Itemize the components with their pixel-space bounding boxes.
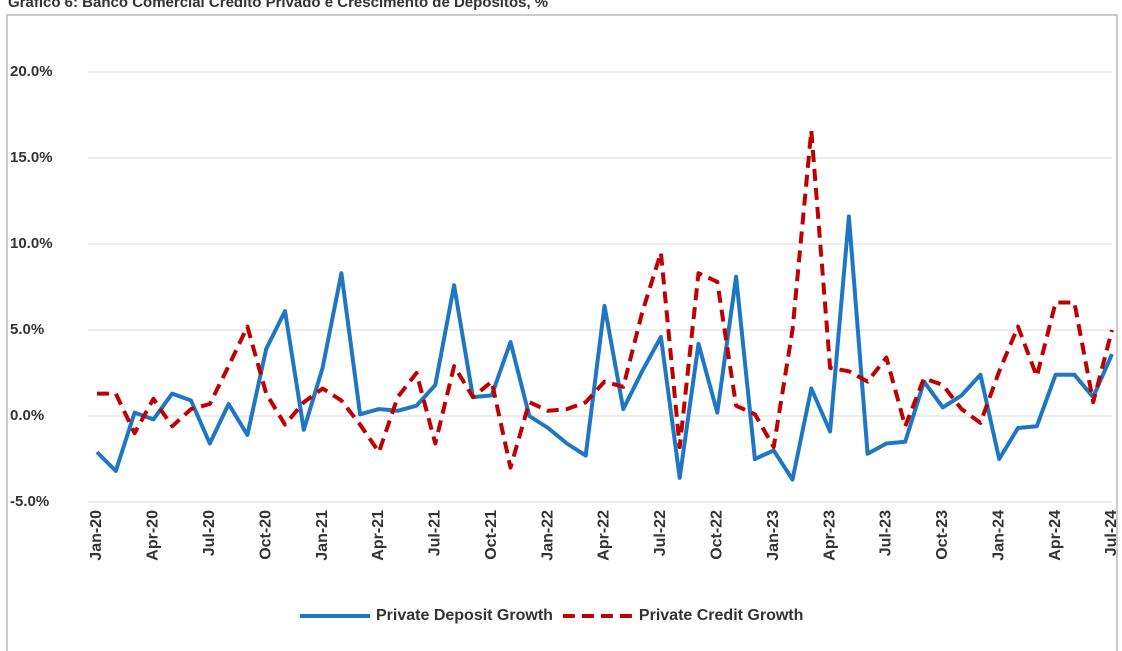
- y-tick-label: 0.0%: [10, 407, 44, 424]
- x-tick-label: Apr-22: [596, 510, 613, 561]
- legend-label: Private Deposit Growth: [376, 607, 553, 624]
- x-tick-label: Apr-20: [145, 510, 162, 561]
- x-tick-label: Jul-20: [201, 510, 218, 556]
- x-tick-label: Jul-23: [878, 510, 895, 556]
- y-tick-label: 5.0%: [10, 321, 44, 338]
- x-tick-label: Apr-23: [821, 510, 838, 561]
- legend-label: Private Credit Growth: [639, 607, 803, 624]
- x-tick-label: Jul-22: [652, 510, 669, 556]
- y-tick-label: 15.0%: [10, 149, 53, 166]
- chart-title: Gráfico 6: Banco Comercial Crédito Priva…: [8, 0, 548, 11]
- x-tick-label: Jan-22: [539, 510, 556, 561]
- series-line: [97, 128, 1114, 470]
- series-line: [95, 214, 1114, 482]
- x-tick-label: Oct-21: [483, 510, 500, 560]
- x-tick-label: Jan-20: [88, 510, 105, 561]
- y-tick-label: 20.0%: [10, 63, 53, 80]
- frame: [6, 14, 1118, 651]
- x-tick-label: Jul-24: [1103, 510, 1120, 556]
- x-tick-label: Oct-23: [934, 510, 951, 560]
- x-tick-label: Jan-21: [314, 510, 331, 561]
- x-tick-label: Oct-20: [257, 510, 274, 560]
- y-tick-label: 10.0%: [10, 235, 53, 252]
- x-tick-label: Oct-22: [708, 510, 725, 560]
- y-tick-label: -5.0%: [10, 493, 49, 510]
- x-tick-label: Apr-24: [1047, 510, 1064, 561]
- x-tick-label: Jul-21: [427, 510, 444, 556]
- x-tick-label: Jan-24: [990, 510, 1007, 561]
- x-tick-label: Jan-23: [765, 510, 782, 561]
- x-tick-label: Apr-21: [370, 510, 387, 561]
